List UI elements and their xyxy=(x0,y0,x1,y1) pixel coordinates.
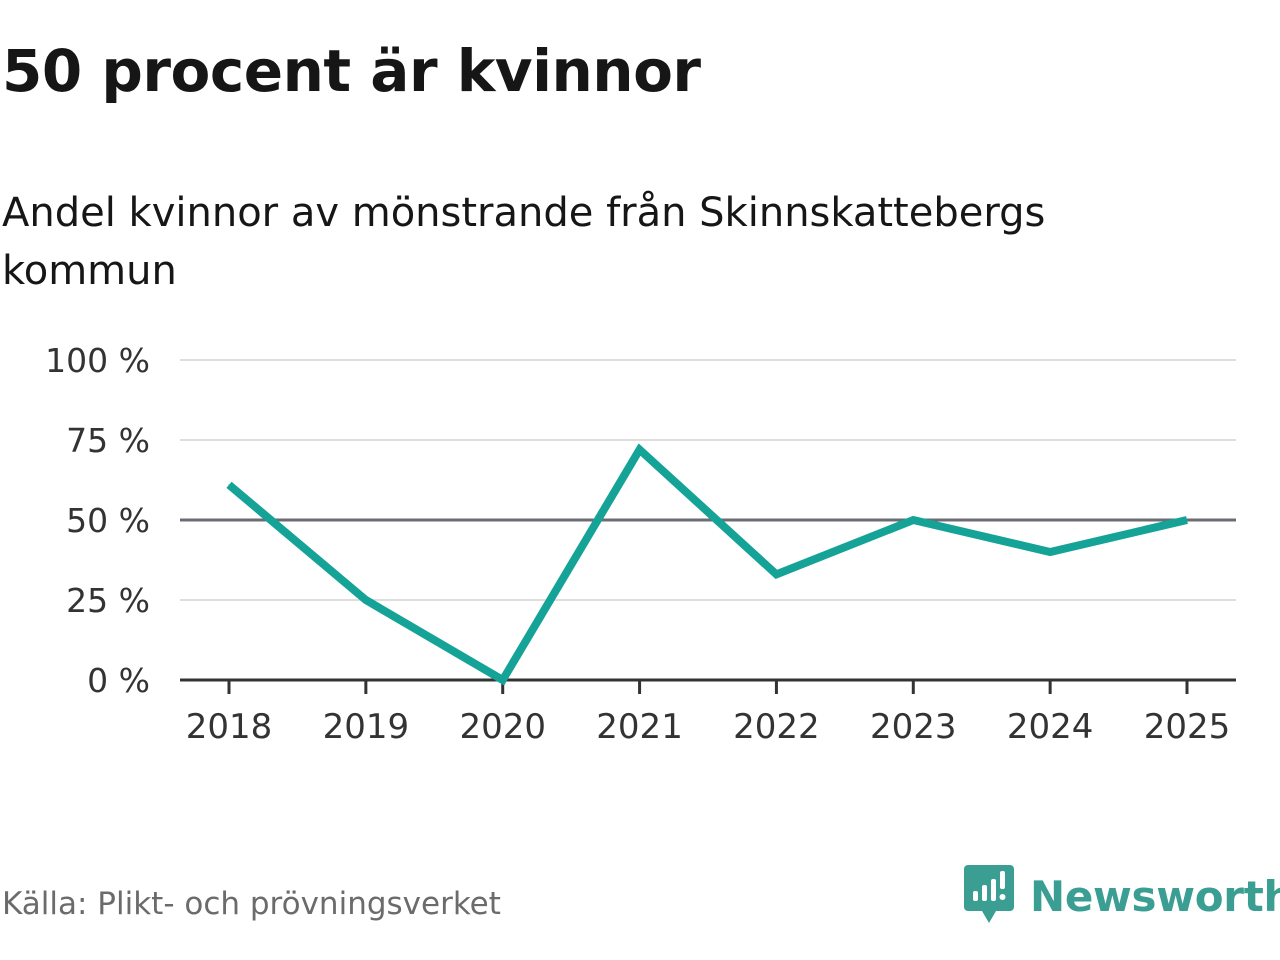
x-tick-label-2022: 2022 xyxy=(733,707,820,747)
data-point-2022 xyxy=(775,573,777,575)
y-tick-label-75: 75 % xyxy=(66,421,150,460)
x-tick-label-2021: 2021 xyxy=(596,707,683,747)
brand-name: Newsworthy xyxy=(1030,871,1280,921)
chart-title: 50 procent är kvinnor xyxy=(2,37,701,105)
line-chart: 0 % 25 % 50 % 75 % 100 % 2018 2019 2020 2021 2022… xyxy=(45,341,1236,747)
x-tick-label-2023: 2023 xyxy=(870,707,957,747)
source-note: Källa: Plikt- och prövningsverket xyxy=(2,886,501,922)
data-point-2025 xyxy=(1186,519,1188,521)
data-point-2020 xyxy=(502,679,504,681)
data-point-2021 xyxy=(639,449,641,451)
data-point-2024 xyxy=(1049,551,1051,553)
data-point-2019 xyxy=(365,599,367,601)
series-line-0 xyxy=(226,443,1188,686)
x-tick-label-2025: 2025 xyxy=(1144,707,1231,747)
x-tick-label-2024: 2024 xyxy=(1007,707,1094,747)
newsworthy-logo-icon xyxy=(964,865,1014,923)
x-tick-label-2019: 2019 xyxy=(323,707,410,747)
y-tick-label-0: 0 % xyxy=(87,661,150,700)
y-tick-label-100: 100 % xyxy=(45,341,150,380)
data-point-2023 xyxy=(912,519,914,521)
y-tick-label-50: 50 % xyxy=(66,501,150,540)
y-tick-label-25: 25 % xyxy=(66,581,150,620)
x-tick-label-2018: 2018 xyxy=(186,707,273,747)
chart-subtitle: Andel kvinnor av mönstrande från Skinnsk… xyxy=(2,190,1046,294)
brand-logo: Newsworthy xyxy=(964,864,1280,928)
x-tick-label-2020: 2020 xyxy=(459,707,546,747)
data-point-2018 xyxy=(228,484,230,486)
